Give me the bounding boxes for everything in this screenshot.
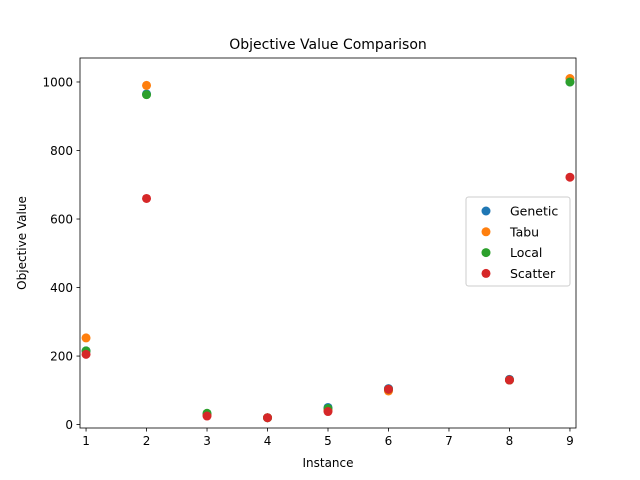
legend-marker [481,227,491,237]
y-tick-label: 400 [50,281,73,295]
x-tick-label: 1 [82,434,90,448]
y-tick-label: 800 [50,144,73,158]
data-point [263,413,273,423]
y-tick-label: 600 [50,213,73,227]
legend-label: Genetic [510,204,558,219]
series-scatter [81,172,575,423]
data-point [565,77,575,87]
y-tick-label: 0 [65,418,73,432]
data-point [81,333,91,343]
data-points [81,74,575,423]
x-tick-label: 2 [143,434,151,448]
chart-title: Objective Value Comparison [229,37,427,53]
x-tick-label: 8 [506,434,514,448]
legend-label: Scatter [510,266,556,281]
legend-marker [481,268,491,278]
data-point [504,375,514,385]
data-point [383,384,393,394]
y-tick-label: 1000 [42,75,73,89]
data-point [142,80,152,90]
legend-marker [481,248,491,258]
x-tick-label: 5 [324,434,332,448]
data-point [565,172,575,182]
x-axis-label: Instance [302,456,353,470]
x-axis-ticks: 1 2 3 4 5 6 7 8 9 [82,428,574,448]
y-axis-ticks: 0 200 400 600 800 1000 [42,75,80,432]
legend-label: Tabu [509,224,539,239]
data-point [142,90,152,100]
x-tick-label: 7 [445,434,453,448]
data-point [81,349,91,359]
legend-frame [465,196,571,287]
legend-marker [481,206,491,216]
x-tick-label: 6 [385,434,393,448]
x-tick-label: 9 [566,434,574,448]
x-tick-label: 4 [264,434,272,448]
data-point [323,407,333,417]
y-axis-label: Objective Value [15,196,29,290]
legend-label: Local [510,245,542,260]
legend: Genetic Tabu Local Scatter [465,196,571,287]
data-point [202,411,212,421]
data-point [142,193,152,203]
x-tick-label: 3 [203,434,211,448]
y-tick-label: 200 [50,350,73,364]
